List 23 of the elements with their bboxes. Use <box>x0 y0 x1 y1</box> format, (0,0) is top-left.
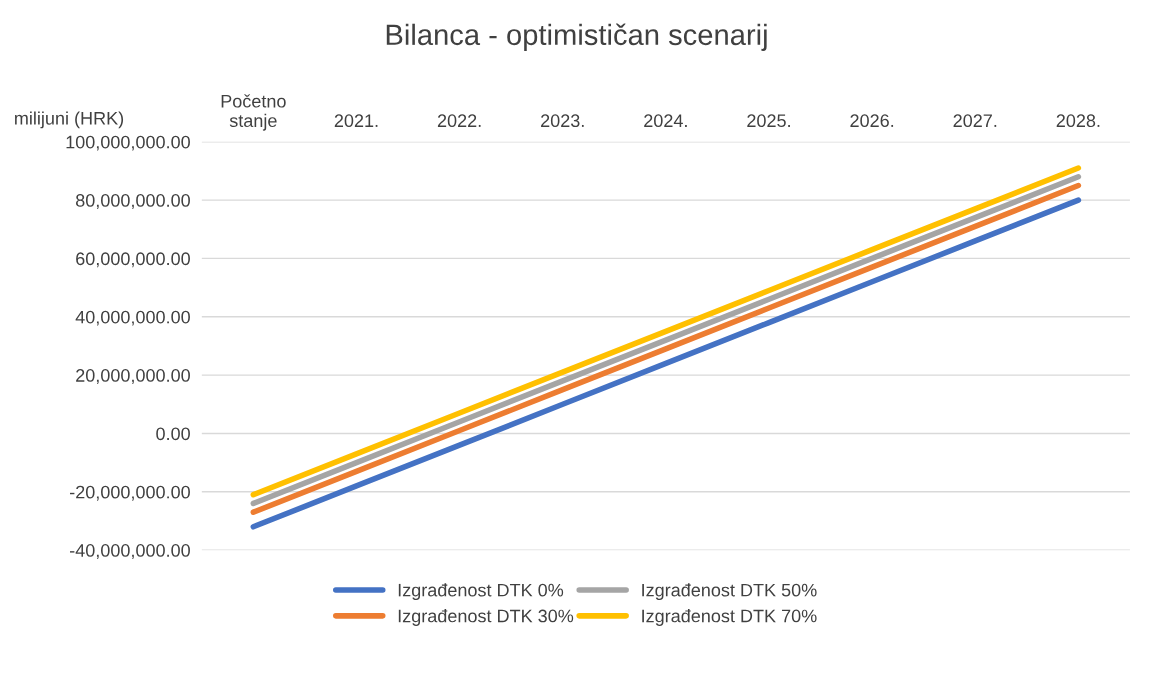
legend-label: Izgrađenost DTK 70% <box>642 609 817 626</box>
x-tick-label: 2024. <box>644 114 687 128</box>
x-tick-label: 2025. <box>747 114 790 128</box>
y-tick-label: 40,000,000.00 <box>75 310 190 326</box>
legend-label: Izgrađenost DTK 50% <box>642 583 817 601</box>
y-tick-label: -40,000,000.00 <box>70 544 190 559</box>
legend-label: Izgrađenost DTK 30% <box>398 609 574 626</box>
y-tick-label: -20,000,000.00 <box>70 485 190 501</box>
chart-title: Bilanca - optimističan scenarij <box>386 23 767 51</box>
x-tick-label: 2027. <box>953 114 997 128</box>
legend-label: Izgrađenost DTK 0% <box>398 583 564 601</box>
x-tick-label: 2022. <box>437 114 481 128</box>
x-tick-label: 2028. <box>1056 114 1100 128</box>
y-tick-label: 100,000,000.00 <box>66 135 190 151</box>
y-tick-label: 20,000,000.00 <box>76 369 190 384</box>
x-tick-label: 2021. <box>334 114 378 128</box>
y-axis-title: milijuni (HRK) <box>15 111 124 129</box>
y-tick-label: 80,000,000.00 <box>75 194 190 209</box>
x-tick-label: 2026. <box>850 114 894 128</box>
x-tick-label: 2023. <box>541 114 584 128</box>
y-tick-label: 60,000,000.00 <box>76 252 190 268</box>
x-tick-label: Početno stanje <box>221 94 286 131</box>
y-tick-label: 0.00 <box>156 427 190 441</box>
